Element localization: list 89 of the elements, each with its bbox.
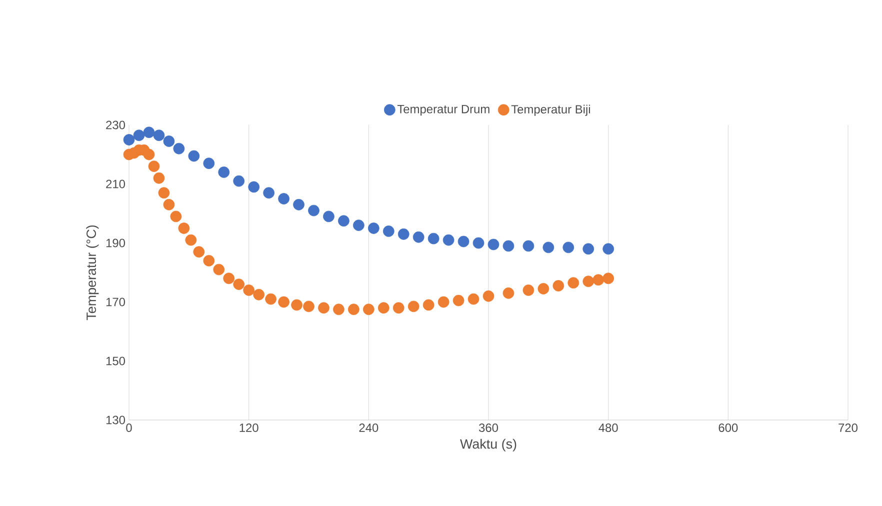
point bbox=[333, 304, 344, 316]
point bbox=[265, 293, 276, 305]
y-tick-label: 150 bbox=[106, 356, 126, 366]
point bbox=[582, 243, 594, 255]
point bbox=[318, 302, 330, 314]
point bbox=[193, 246, 205, 258]
legend-label: Temperatur Biji bbox=[511, 104, 590, 116]
point bbox=[233, 278, 245, 290]
point bbox=[178, 222, 190, 234]
point bbox=[488, 238, 500, 250]
point bbox=[368, 222, 380, 234]
point bbox=[291, 299, 302, 311]
point bbox=[438, 296, 450, 308]
point bbox=[163, 136, 175, 147]
point bbox=[148, 160, 160, 172]
point bbox=[502, 240, 514, 252]
point bbox=[143, 148, 155, 160]
point bbox=[170, 210, 182, 222]
point bbox=[158, 187, 170, 199]
point bbox=[542, 242, 554, 254]
point bbox=[308, 204, 320, 216]
point bbox=[398, 228, 410, 240]
x-tick-label: 240 bbox=[359, 424, 378, 432]
point bbox=[293, 198, 304, 210]
point bbox=[185, 234, 197, 246]
point bbox=[452, 294, 464, 306]
x-tick-label: 360 bbox=[478, 424, 498, 432]
point bbox=[468, 293, 480, 305]
point bbox=[428, 232, 440, 244]
point bbox=[408, 300, 420, 312]
y-tick-label: 230 bbox=[106, 120, 126, 130]
y-tick-label: 130 bbox=[106, 416, 126, 424]
point bbox=[338, 215, 350, 227]
point bbox=[253, 288, 264, 300]
point bbox=[562, 242, 574, 254]
point bbox=[233, 175, 245, 187]
point bbox=[522, 240, 534, 252]
point bbox=[223, 272, 235, 284]
point bbox=[552, 280, 564, 292]
point bbox=[502, 287, 514, 299]
point bbox=[348, 304, 360, 316]
point bbox=[382, 226, 394, 237]
point bbox=[472, 237, 484, 249]
y-tick-label: 190 bbox=[106, 238, 126, 248]
point bbox=[323, 210, 334, 222]
point bbox=[153, 172, 165, 184]
x-tick-label: 120 bbox=[240, 424, 258, 432]
point bbox=[592, 274, 604, 286]
point bbox=[163, 198, 175, 210]
point bbox=[378, 302, 390, 314]
point bbox=[458, 236, 470, 248]
point bbox=[353, 220, 364, 231]
point bbox=[602, 243, 614, 255]
point bbox=[482, 290, 494, 302]
point bbox=[213, 264, 225, 276]
x-tick-label: 600 bbox=[718, 424, 738, 432]
y-tick-label: 210 bbox=[106, 180, 126, 188]
point bbox=[392, 302, 404, 314]
point bbox=[203, 158, 215, 170]
point bbox=[522, 284, 534, 296]
legend-label: Temperatur Drum bbox=[397, 104, 490, 116]
x-tick-label: 720 bbox=[838, 424, 858, 432]
x-axis-title: Waktu (s) bbox=[460, 438, 516, 452]
point bbox=[602, 272, 614, 284]
point bbox=[303, 300, 314, 312]
x-tick-label: 480 bbox=[598, 424, 618, 432]
point bbox=[123, 134, 135, 146]
point bbox=[153, 130, 165, 141]
point bbox=[442, 234, 454, 246]
point bbox=[203, 255, 215, 266]
x-tick-label: 0 bbox=[126, 424, 132, 432]
point bbox=[248, 181, 260, 193]
point bbox=[362, 304, 374, 316]
point bbox=[173, 142, 185, 154]
point bbox=[188, 150, 200, 162]
point bbox=[133, 130, 145, 141]
point bbox=[582, 276, 594, 288]
point bbox=[278, 296, 290, 308]
point bbox=[243, 284, 255, 296]
y-axis-title: Temperatur (°C) bbox=[86, 225, 99, 320]
point bbox=[218, 166, 230, 178]
point bbox=[143, 126, 155, 138]
point bbox=[263, 187, 274, 199]
point bbox=[568, 277, 580, 289]
point bbox=[278, 193, 290, 204]
y-tick-label: 170 bbox=[106, 298, 126, 306]
point bbox=[422, 299, 434, 311]
point bbox=[412, 231, 424, 243]
point bbox=[538, 283, 550, 294]
